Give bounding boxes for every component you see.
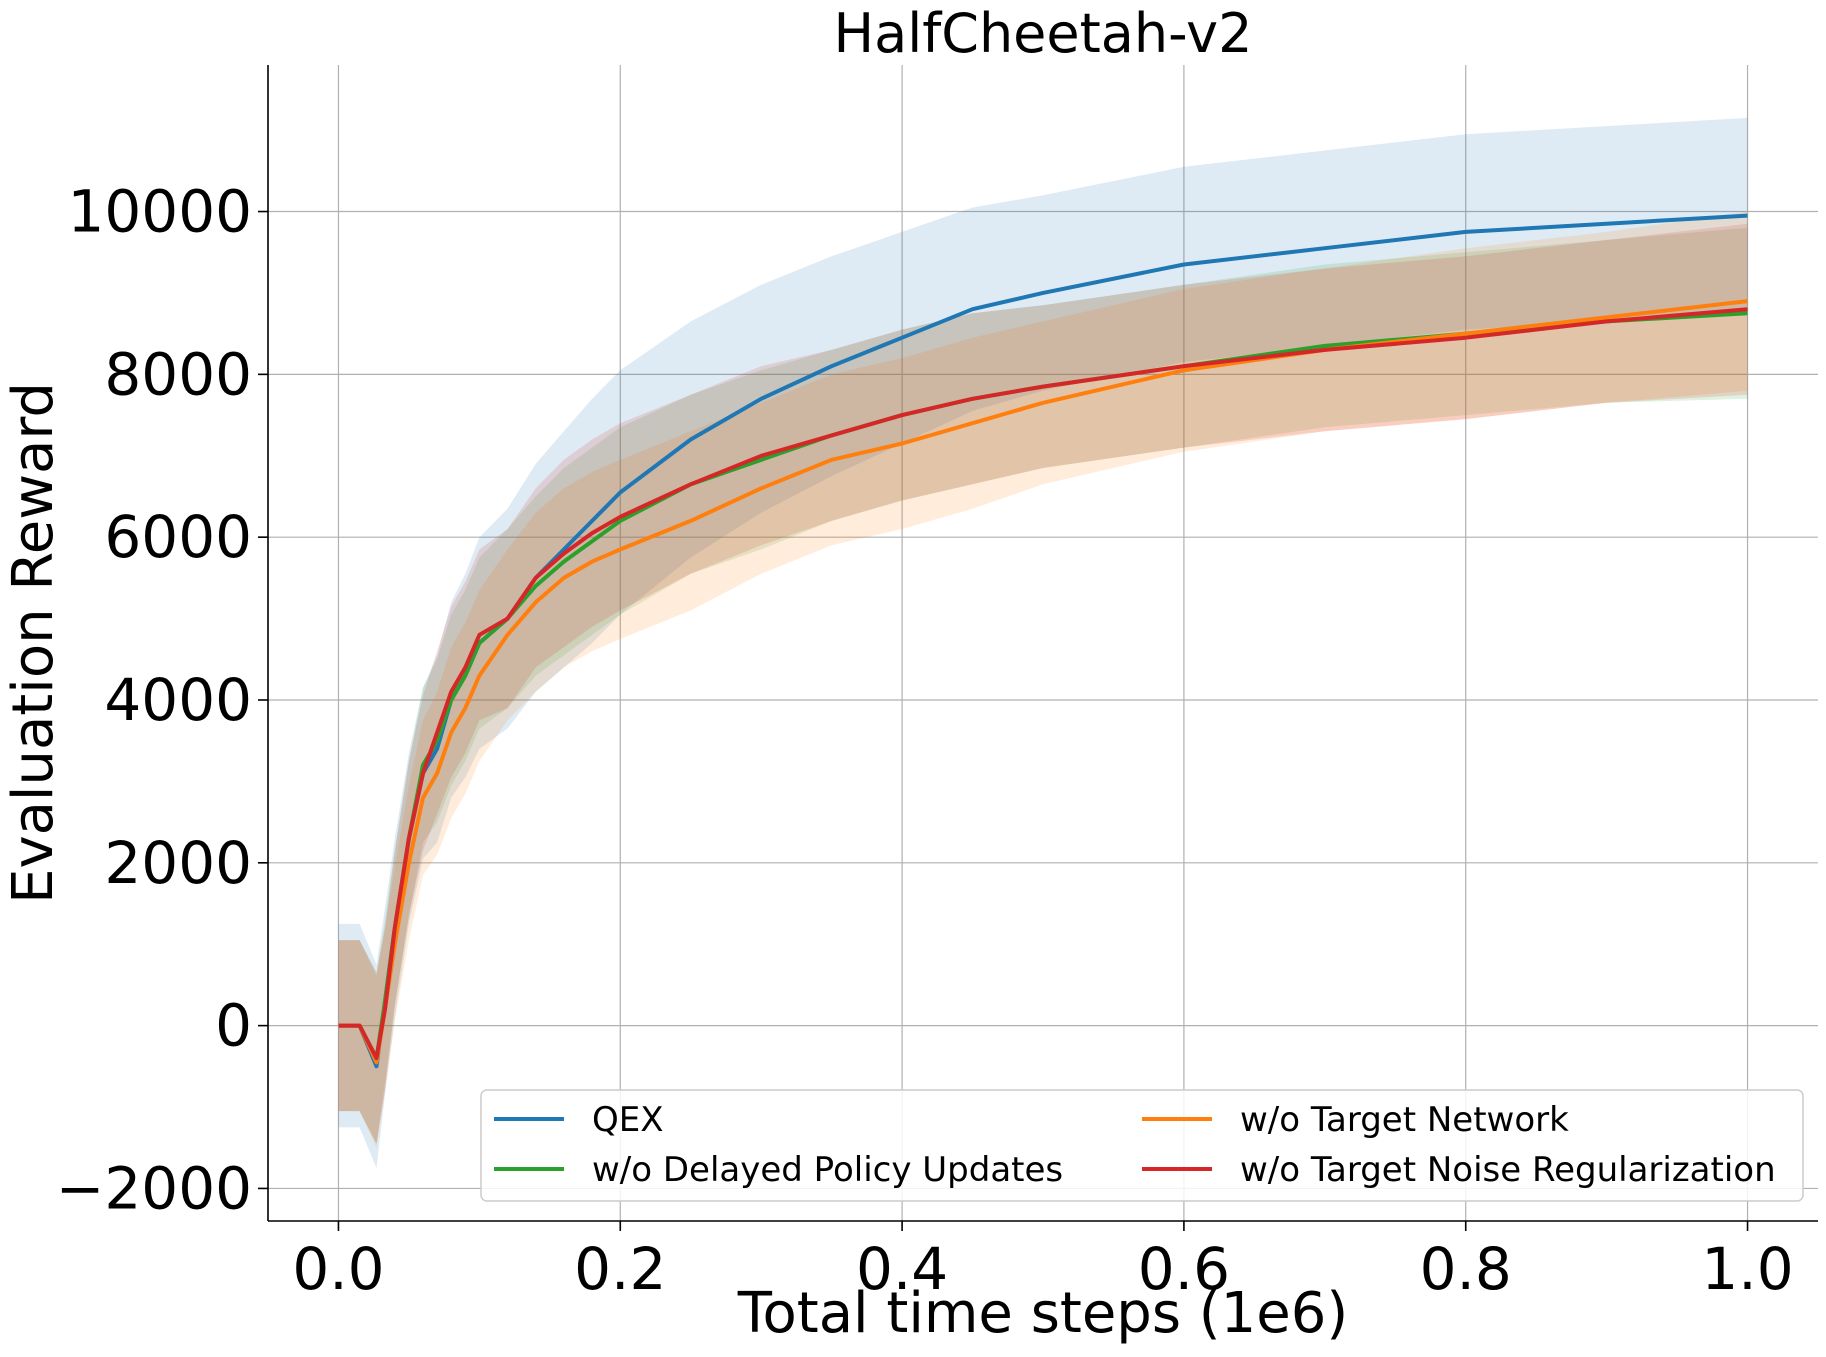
chart-title: HalfCheetah-v2 (834, 2, 1253, 65)
y-tick-label: −2000 (56, 1154, 252, 1222)
legend-label-target-noise: w/o Target Noise Regularization (1240, 1150, 1776, 1190)
y-tick-label: 10000 (67, 178, 252, 246)
x-tick-label: 0.4 (856, 1235, 948, 1303)
legend-label-qex: QEX (592, 1100, 664, 1140)
legend-label-target-network: w/o Target Network (1240, 1100, 1569, 1140)
x-axis-label: Total time steps (1e6) (737, 1281, 1348, 1346)
x-tick-label: 0.0 (292, 1235, 384, 1303)
legend: QEX w/o Delayed Policy Updates w/o Targe… (480, 1089, 1804, 1202)
tick-layer: 0.0 0.2 0.4 0.6 0.8 1.0 −2000 0 2000 4000 6000 8000… (56, 178, 1794, 1303)
y-tick-label: 2000 (104, 829, 252, 897)
x-tick-label: 0.2 (574, 1235, 666, 1303)
y-tick-label: 6000 (104, 503, 252, 571)
axes-layer (267, 65, 1818, 1222)
grid-layer (268, 65, 1818, 1221)
y-tick-label: 4000 (104, 666, 252, 734)
series-line-w-o-target-network (338, 299, 1748, 1065)
y-axis-label: Evaluation Reward (1, 382, 66, 904)
band-w-o-delayed-policy-updates (338, 227, 1748, 1144)
y-tick-label: 8000 (104, 340, 252, 408)
band-w-o-target-network (338, 211, 1748, 1148)
y-tick-label: 0 (215, 992, 252, 1060)
x-tick-label: 1.0 (1701, 1235, 1793, 1303)
band-qex (338, 117, 1748, 1169)
legend-label-delayed: w/o Delayed Policy Updates (592, 1150, 1063, 1190)
line-layer (338, 213, 1748, 1069)
band-w-o-target-noise-regularization (338, 223, 1748, 1144)
legend-box (480, 1089, 1804, 1202)
x-tick-label: 0.6 (1138, 1235, 1230, 1303)
x-tick-label: 0.8 (1420, 1235, 1512, 1303)
series-line-w-o-target-noise-regularization (338, 307, 1748, 1061)
band-layer (338, 117, 1748, 1169)
